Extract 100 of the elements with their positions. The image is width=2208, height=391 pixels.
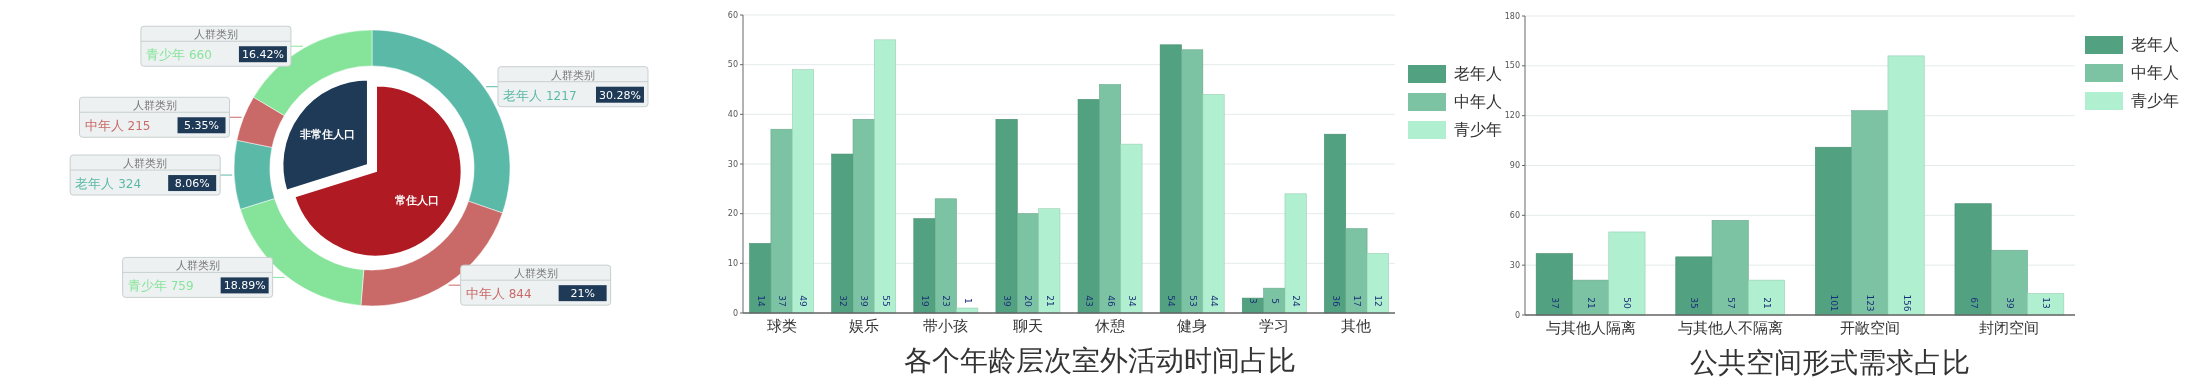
- y-tick-label: 0: [1514, 310, 1520, 320]
- bar: [1990, 249, 2028, 316]
- bar: [934, 198, 957, 314]
- x-tick-label: 娱乐: [848, 317, 879, 335]
- bar: [995, 119, 1018, 314]
- x-tick-label: 休憩: [1095, 317, 1126, 335]
- x-tick-label: 开敞空间: [1839, 319, 1900, 337]
- data-label: 50: [1622, 297, 1633, 309]
- bar: [1572, 279, 1610, 316]
- data-label: 12: [1373, 295, 1384, 307]
- text: 公共空间形式需求占比: [1690, 346, 1970, 379]
- legend-label: 中年人: [2131, 62, 2179, 82]
- data-label: 67: [1968, 297, 1979, 309]
- data-label: 324: [118, 177, 142, 192]
- x-tick-label: 球类: [766, 317, 797, 335]
- y-tick-label: 30: [727, 159, 738, 169]
- bar: [1159, 44, 1182, 314]
- text: 人群类别: [175, 259, 220, 273]
- bar: [1345, 228, 1368, 314]
- data-label: 46: [1105, 295, 1116, 307]
- text: 人群类别: [513, 267, 558, 281]
- data-label: 39: [2004, 297, 2015, 309]
- data-label: 17: [1351, 295, 1362, 307]
- y-tick-label: 30: [1509, 260, 1520, 270]
- data-label: 1: [962, 298, 973, 304]
- data-label: 44: [1209, 295, 1220, 307]
- bar: [852, 119, 875, 314]
- bar: [1324, 133, 1347, 314]
- data-label: 39: [1002, 295, 1013, 307]
- bar: [1284, 193, 1307, 314]
- data-label: 21: [1762, 297, 1772, 309]
- x-tick-label: 带小孩: [923, 317, 969, 335]
- text: 人群类别: [193, 28, 238, 42]
- slice-label: 中年人: [465, 286, 505, 302]
- bar: [1038, 208, 1061, 314]
- y-tick-label: 90: [1509, 161, 1520, 170]
- x-tick-label: 封闭空间: [1979, 319, 2040, 337]
- slice-label: 老年人: [75, 176, 115, 192]
- bar: [1120, 143, 1143, 314]
- bar: [1675, 256, 1713, 316]
- data-label: 20: [1023, 295, 1034, 307]
- x-tick-label: 其他: [1341, 317, 1372, 335]
- bar: [1711, 220, 1749, 316]
- x-tick-label: 与其他人不隔离: [1677, 319, 1783, 337]
- legend-title: 人群类别: [550, 68, 595, 82]
- bar: [1077, 99, 1100, 314]
- data-label: 19: [919, 295, 930, 307]
- data-label: 43: [1084, 295, 1095, 307]
- data-label: 24: [1291, 295, 1302, 307]
- data-label: 54: [1166, 295, 1177, 307]
- bar: [770, 128, 793, 314]
- bar: [1016, 213, 1039, 314]
- y-tick-label: 180: [1504, 11, 1520, 21]
- text: 30.28%: [599, 88, 641, 102]
- y-tick-label: 120: [1504, 111, 1520, 121]
- bar: [1202, 94, 1225, 314]
- slice-label: 青少年: [127, 278, 167, 294]
- bar: [1366, 253, 1389, 314]
- x-tick-label: 与其他人隔离: [1545, 319, 1636, 337]
- data-label: 14: [755, 295, 766, 307]
- bar: [956, 307, 979, 314]
- y-tick-label: 20: [727, 209, 738, 219]
- data-label: 34: [1126, 295, 1137, 307]
- data-label: 215: [127, 119, 151, 134]
- data-label: 39: [859, 295, 870, 307]
- text: 18.89%: [223, 279, 266, 293]
- x-tick-label: 聊天: [1012, 317, 1043, 335]
- data-label: 35: [1689, 297, 1700, 309]
- bar: [1099, 84, 1122, 314]
- y-tick-label: 60: [1509, 210, 1520, 220]
- data-label: 1217: [545, 88, 577, 103]
- data-label: 55: [880, 295, 891, 307]
- bar: [1181, 49, 1204, 314]
- data-label: 37: [777, 295, 788, 307]
- data-label: 844: [508, 287, 532, 302]
- text: 5.35%: [184, 119, 219, 133]
- slice-label: 非常住人口: [298, 128, 355, 142]
- y-tick-label: 40: [727, 109, 738, 119]
- data-label: 156: [1901, 294, 1912, 312]
- bar: [913, 218, 936, 314]
- y-tick-label: 150: [1504, 61, 1520, 71]
- data-label: 123: [1865, 294, 1876, 312]
- data-label: 101: [1829, 294, 1839, 312]
- bar: [1887, 55, 1925, 316]
- data-label: 21: [1044, 295, 1055, 307]
- text: 16.42%: [241, 48, 284, 62]
- data-label: 32: [837, 295, 848, 307]
- slice-label: 青少年: [145, 47, 185, 63]
- slice-label: 老年人: [502, 87, 542, 103]
- data-label: 5: [1269, 298, 1280, 304]
- legend-label: 青少年: [1454, 119, 1502, 139]
- bar: [749, 243, 772, 314]
- text: 人群类别: [123, 157, 168, 171]
- bar: [831, 153, 854, 314]
- text: 各个年龄层次室外活动时间占比: [904, 344, 1296, 377]
- data-label: 21: [1586, 297, 1597, 309]
- bar: [1815, 146, 1852, 316]
- bar: [1851, 110, 1889, 316]
- data-label: 13: [2041, 297, 2052, 309]
- text: 人群类别: [132, 99, 177, 113]
